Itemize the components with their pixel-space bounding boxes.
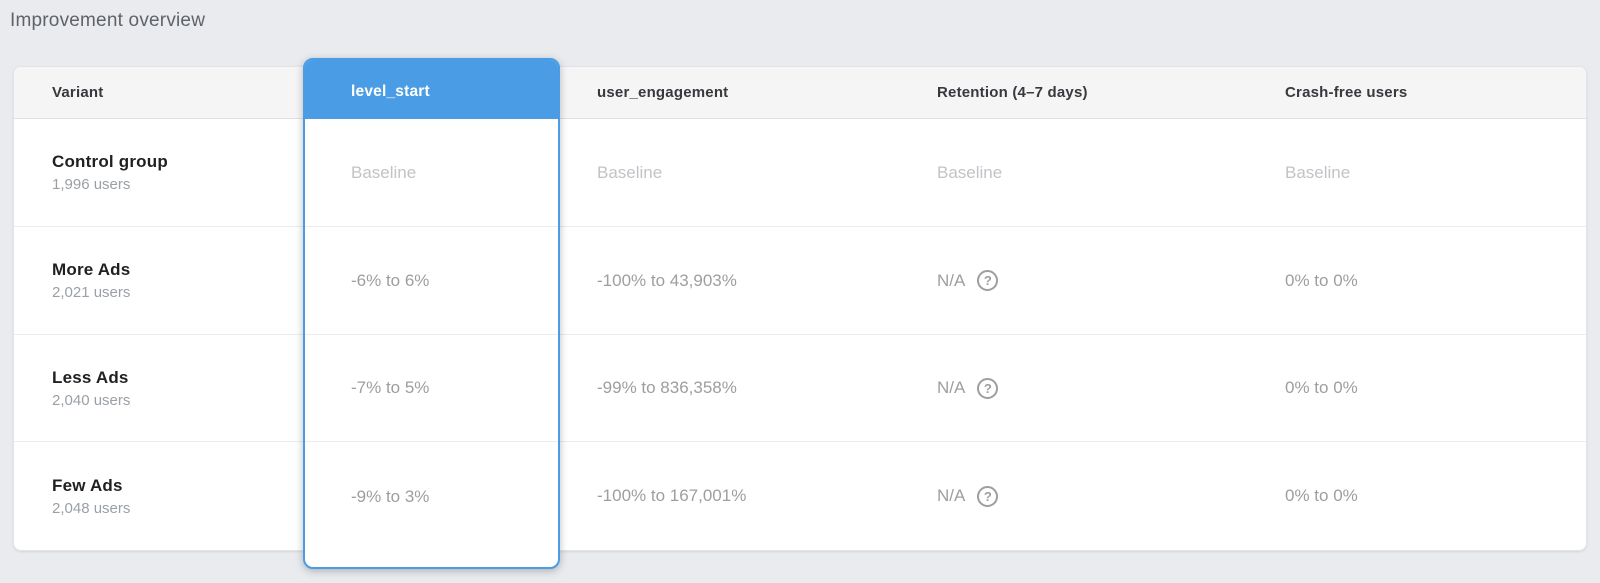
crash-free-value: 0% to 0% [1285, 486, 1358, 505]
crash-free-value: 0% to 0% [1285, 270, 1358, 290]
variant-user-count: 1,996 users [52, 176, 131, 193]
column-header-crash-free-users[interactable]: Crash-free users [1285, 84, 1408, 101]
question-mark-glyph: ? [983, 380, 992, 396]
table-header-row: Variant user_engagement Retention (4–7 d… [14, 67, 1586, 119]
column-header-variant: Variant [52, 84, 104, 101]
retention-cell: N/A ? [901, 335, 1241, 441]
user-engagement-value: -100% to 43,903% [597, 270, 737, 290]
retention-value: N/A [937, 378, 966, 397]
level-start-value: Baseline [351, 162, 417, 182]
variant-cell: Less Ads 2,040 users [14, 335, 304, 441]
help-icon[interactable]: ? [977, 377, 999, 399]
column-header-level-start[interactable]: level_start [305, 60, 558, 119]
variant-cell: Few Ads 2,048 users [14, 442, 304, 550]
improvement-overview-table: Variant user_engagement Retention (4–7 d… [13, 58, 1587, 569]
variant-cell: Control group 1,996 users [14, 119, 304, 226]
table-row-more-ads: More Ads 2,021 users -100% to 43,903% N/… [14, 226, 1586, 334]
variant-name: Few Ads [52, 475, 123, 495]
selected-column-footer-spacer [305, 552, 558, 567]
retention-value: Baseline [937, 162, 1003, 182]
help-icon[interactable]: ? [977, 485, 999, 507]
variant-name: Less Ads [52, 367, 129, 387]
table-row-less-ads: Less Ads 2,040 users -99% to 836,358% N/… [14, 334, 1586, 441]
table-row-control-group: Control group 1,996 users Baseline Basel… [14, 119, 1586, 226]
variant-user-count: 2,021 users [52, 284, 131, 301]
variant-name: More Ads [52, 260, 131, 279]
level-start-value: -9% to 3% [305, 441, 558, 552]
column-header-retention[interactable]: Retention (4–7 days) [937, 84, 1088, 101]
user-engagement-value: -99% to 836,358% [597, 378, 737, 397]
variant-name: Control group [52, 152, 168, 171]
crash-free-value: 0% to 0% [1285, 378, 1358, 397]
retention-value: N/A [937, 486, 966, 505]
retention-cell: N/A ? [901, 227, 1241, 334]
column-header-user-engagement[interactable]: user_engagement [597, 84, 729, 101]
retention-value: N/A [937, 270, 966, 290]
question-mark-glyph: ? [983, 273, 992, 288]
variant-cell: More Ads 2,021 users [14, 227, 304, 334]
level-start-value: -7% to 5% [305, 334, 558, 441]
retention-cell: N/A ? [901, 442, 1241, 550]
question-mark-glyph: ? [983, 488, 992, 504]
user-engagement-value: -100% to 167,001% [597, 486, 747, 505]
table-row-few-ads: Few Ads 2,048 users -100% to 167,001% N/… [14, 441, 1586, 550]
variant-user-count: 2,040 users [52, 391, 131, 409]
help-icon[interactable]: ? [977, 270, 999, 291]
crash-free-value: Baseline [1285, 162, 1351, 182]
level-start-value: -6% to 6% [305, 226, 558, 334]
page-title: Improvement overview [10, 10, 206, 31]
variant-user-count: 2,048 users [52, 499, 131, 517]
user-engagement-value: Baseline [597, 162, 663, 182]
selected-metric-column: level_start Baseline -6% to 6% -7% to 5%… [303, 58, 560, 569]
